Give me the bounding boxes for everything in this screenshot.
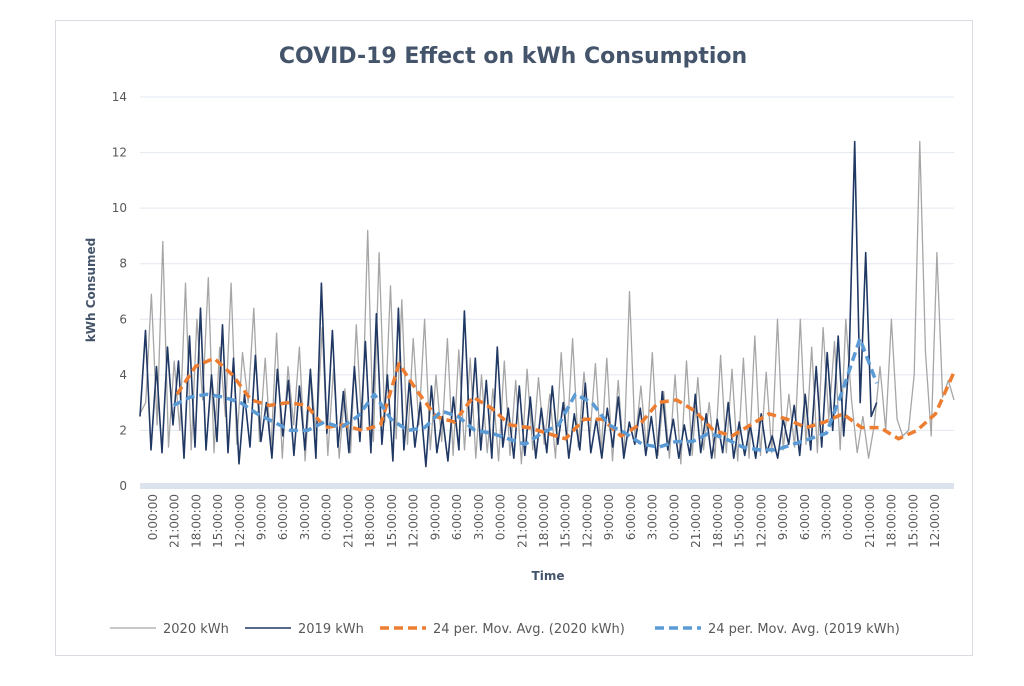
x-tick-label: 21:00:00 bbox=[341, 494, 355, 548]
x-tick-label: 21:00:00 bbox=[863, 494, 877, 548]
x-tick-label: 6:00:00 bbox=[450, 494, 464, 540]
legend: 2020 kWh 2019 kWh 24 per. Mov. Avg. (2020 … bbox=[110, 622, 900, 637]
x-tick-label: 21:00:00 bbox=[689, 494, 703, 548]
x-tick-label: 18:00:00 bbox=[537, 494, 551, 548]
y-tick-label: 8 bbox=[119, 257, 127, 271]
series-lines bbox=[139, 140, 956, 468]
legend-label: 2019 kWh bbox=[298, 622, 364, 637]
x-tick-label: 21:00:00 bbox=[515, 494, 529, 548]
x-tick-label: 0:00:00 bbox=[146, 494, 160, 540]
x-tick-label: 3:00:00 bbox=[298, 494, 312, 540]
x-tick-label: 18:00:00 bbox=[711, 494, 725, 548]
x-tick-label: 18:00:00 bbox=[885, 494, 899, 548]
x-axis-line bbox=[140, 483, 954, 489]
x-tick-label: 3:00:00 bbox=[472, 494, 486, 540]
x-tick-label: 15:00:00 bbox=[211, 494, 225, 548]
x-tick-label: 15:00:00 bbox=[733, 494, 747, 548]
x-axis-title: Time bbox=[532, 569, 565, 583]
series-line-2020-kwh bbox=[139, 140, 955, 465]
x-tick-label: 15:00:00 bbox=[906, 494, 920, 548]
x-tick-label: 9:00:00 bbox=[602, 494, 616, 540]
x-tick-label: 18:00:00 bbox=[363, 494, 377, 548]
series-line-2019-kwh bbox=[139, 140, 878, 468]
y-tick-label: 10 bbox=[112, 201, 127, 215]
x-tick-label: 0:00:00 bbox=[667, 494, 681, 540]
y-tick-label: 2 bbox=[119, 423, 127, 437]
x-tick-labels: 0:00:00 21:00:00 18:00:00 15:00:00 12:00:00 9… bbox=[146, 494, 942, 548]
x-tick-label: 6:00:00 bbox=[624, 494, 638, 540]
chart-frame bbox=[55, 20, 973, 656]
x-tick-label: 6:00:00 bbox=[798, 494, 812, 540]
y-tick-labels: 0 2 4 6 8 10 12 14 bbox=[112, 90, 127, 493]
x-tick-label: 9:00:00 bbox=[255, 494, 269, 540]
x-tick-label: 15:00:00 bbox=[559, 494, 573, 548]
y-tick-label: 12 bbox=[112, 146, 127, 160]
x-tick-label: 15:00:00 bbox=[385, 494, 399, 548]
x-tick-label: 9:00:00 bbox=[776, 494, 790, 540]
x-tick-label: 9:00:00 bbox=[428, 494, 442, 540]
x-tick-label: 12:00:00 bbox=[754, 494, 768, 548]
x-tick-label: 21:00:00 bbox=[168, 494, 182, 548]
x-tick-label: 3:00:00 bbox=[819, 494, 833, 540]
y-axis-title: kWh Consumed bbox=[84, 238, 98, 342]
legend-label: 24 per. Mov. Avg. (2019 kWh) bbox=[708, 622, 900, 637]
y-tick-label: 0 bbox=[119, 479, 127, 493]
x-tick-label: 6:00:00 bbox=[276, 494, 290, 540]
y-tick-label: 6 bbox=[119, 312, 127, 326]
legend-label: 2020 kWh bbox=[163, 622, 229, 637]
x-tick-label: 12:00:00 bbox=[928, 494, 942, 548]
x-tick-label: 12:00:00 bbox=[233, 494, 247, 548]
x-tick-label: 3:00:00 bbox=[646, 494, 660, 540]
chart-title: COVID-19 Effect on kWh Consumption bbox=[279, 44, 747, 69]
y-tick-label: 14 bbox=[112, 90, 127, 104]
series-line-24-per-mov-avg-2020-kwh bbox=[175, 356, 956, 441]
x-tick-label: 12:00:00 bbox=[580, 494, 594, 548]
x-tick-label: 0:00:00 bbox=[320, 494, 334, 540]
x-tick-label: 0:00:00 bbox=[841, 494, 855, 540]
legend-label: 24 per. Mov. Avg. (2020 kWh) bbox=[433, 622, 625, 637]
y-tick-label: 4 bbox=[119, 368, 127, 382]
x-tick-label: 0:00:00 bbox=[494, 494, 508, 540]
series-line-24-per-mov-avg-2019-kwh bbox=[172, 336, 879, 452]
x-tick-label: 12:00:00 bbox=[407, 494, 421, 548]
x-tick-label: 18:00:00 bbox=[189, 494, 203, 548]
